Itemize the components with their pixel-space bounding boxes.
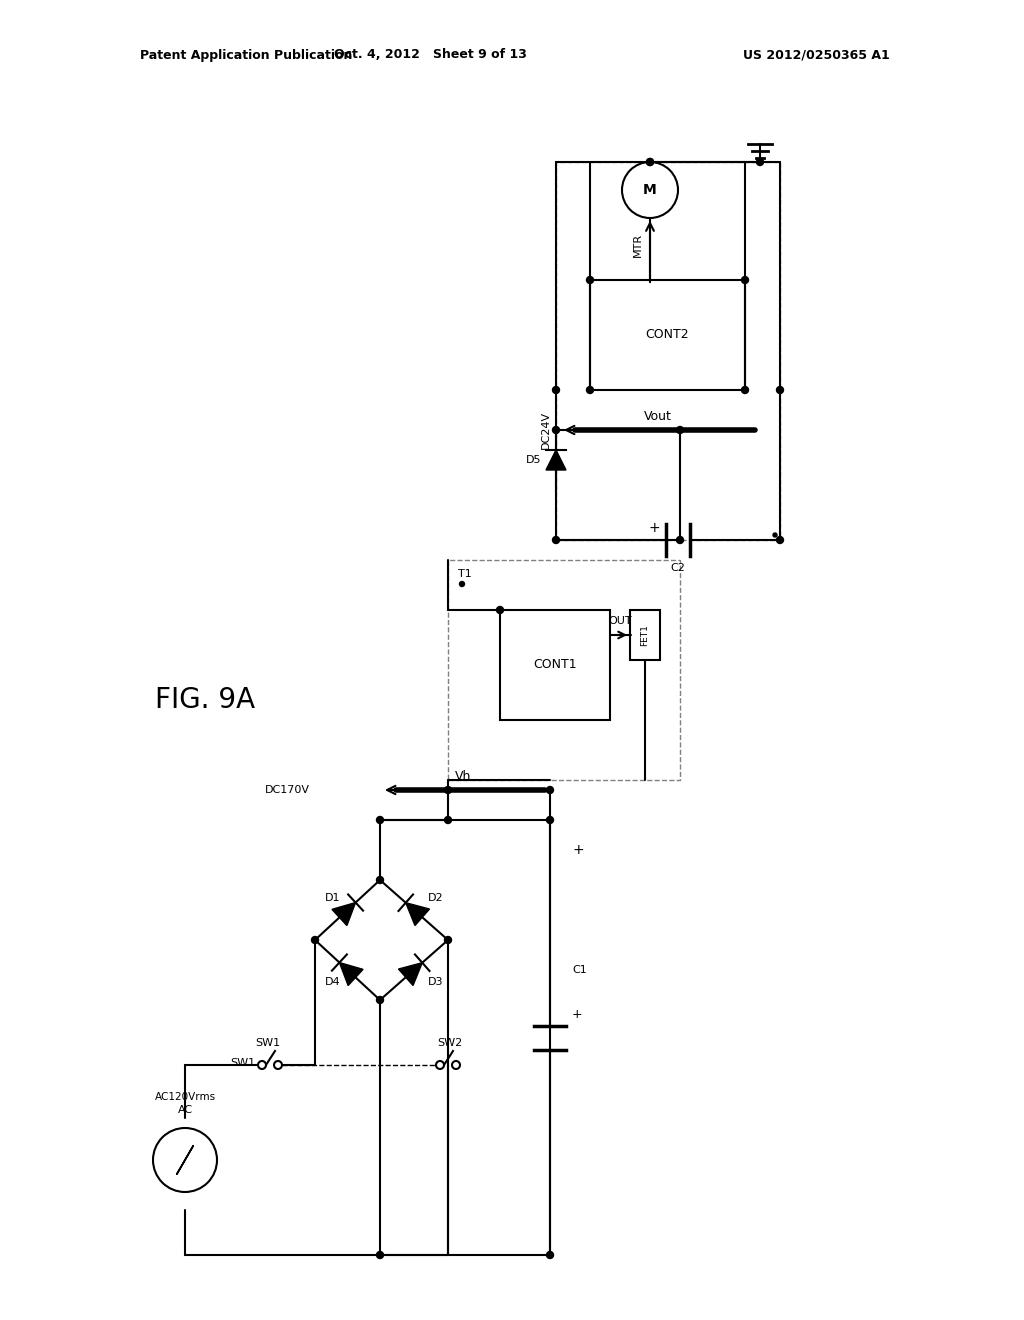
Text: D1: D1 <box>326 894 341 903</box>
Text: Vout: Vout <box>644 411 672 424</box>
Circle shape <box>377 997 384 1003</box>
Text: M: M <box>643 183 656 197</box>
Circle shape <box>553 387 559 393</box>
Circle shape <box>436 1061 444 1069</box>
Circle shape <box>444 936 452 944</box>
Circle shape <box>773 533 777 537</box>
Circle shape <box>547 817 554 824</box>
Bar <box>500 610 610 719</box>
Text: CONT1: CONT1 <box>534 659 577 672</box>
Text: AC: AC <box>177 1105 193 1115</box>
Bar <box>590 280 745 389</box>
Text: SW1: SW1 <box>255 1038 281 1048</box>
Text: AC120Vrms: AC120Vrms <box>155 1092 216 1102</box>
Text: SW2: SW2 <box>437 1038 463 1048</box>
Text: Patent Application Publication: Patent Application Publication <box>140 49 352 62</box>
Circle shape <box>677 536 683 544</box>
Circle shape <box>622 162 678 218</box>
Circle shape <box>460 582 465 586</box>
Circle shape <box>776 387 783 393</box>
Circle shape <box>646 158 653 165</box>
Circle shape <box>377 817 384 824</box>
Circle shape <box>741 276 749 284</box>
Text: DC170V: DC170V <box>265 785 310 795</box>
Circle shape <box>587 276 594 284</box>
Circle shape <box>311 936 318 944</box>
Text: C2: C2 <box>671 564 685 573</box>
Text: US 2012/0250365 A1: US 2012/0250365 A1 <box>743 49 890 62</box>
Text: MTR: MTR <box>633 232 643 257</box>
Text: D5: D5 <box>526 455 542 465</box>
Circle shape <box>677 426 683 433</box>
Text: Vh: Vh <box>455 770 471 783</box>
Text: +: + <box>648 521 659 535</box>
Circle shape <box>646 158 653 165</box>
Bar <box>556 162 780 540</box>
Text: C1: C1 <box>572 965 587 975</box>
Text: +: + <box>572 843 584 857</box>
Circle shape <box>444 817 452 824</box>
Circle shape <box>153 1129 217 1192</box>
Text: DC24V: DC24V <box>541 411 551 449</box>
Bar <box>449 560 680 780</box>
Text: D2: D2 <box>428 894 443 903</box>
Circle shape <box>741 387 749 393</box>
Polygon shape <box>398 962 422 986</box>
Text: +: + <box>572 1008 583 1022</box>
Text: FIG. 9A: FIG. 9A <box>155 686 255 714</box>
Text: FET1: FET1 <box>640 624 649 645</box>
Text: SW1: SW1 <box>229 1059 255 1068</box>
Circle shape <box>547 1251 554 1258</box>
Circle shape <box>497 606 504 614</box>
Circle shape <box>587 387 594 393</box>
Circle shape <box>553 536 559 544</box>
Circle shape <box>377 876 384 883</box>
Text: CONT2: CONT2 <box>645 329 689 342</box>
Circle shape <box>444 787 452 793</box>
Polygon shape <box>339 962 364 986</box>
Circle shape <box>258 1061 266 1069</box>
Text: OUT: OUT <box>608 616 632 626</box>
Text: D4: D4 <box>326 977 341 987</box>
Circle shape <box>757 158 764 165</box>
Polygon shape <box>406 903 429 925</box>
Text: T1: T1 <box>458 569 472 579</box>
Polygon shape <box>332 903 355 925</box>
Text: D3: D3 <box>428 977 443 987</box>
Circle shape <box>274 1061 282 1069</box>
Circle shape <box>452 1061 460 1069</box>
Circle shape <box>547 787 554 793</box>
Circle shape <box>553 426 559 433</box>
Circle shape <box>377 1251 384 1258</box>
Polygon shape <box>546 450 566 470</box>
Circle shape <box>776 536 783 544</box>
Text: Oct. 4, 2012   Sheet 9 of 13: Oct. 4, 2012 Sheet 9 of 13 <box>334 49 526 62</box>
Bar <box>630 610 660 660</box>
